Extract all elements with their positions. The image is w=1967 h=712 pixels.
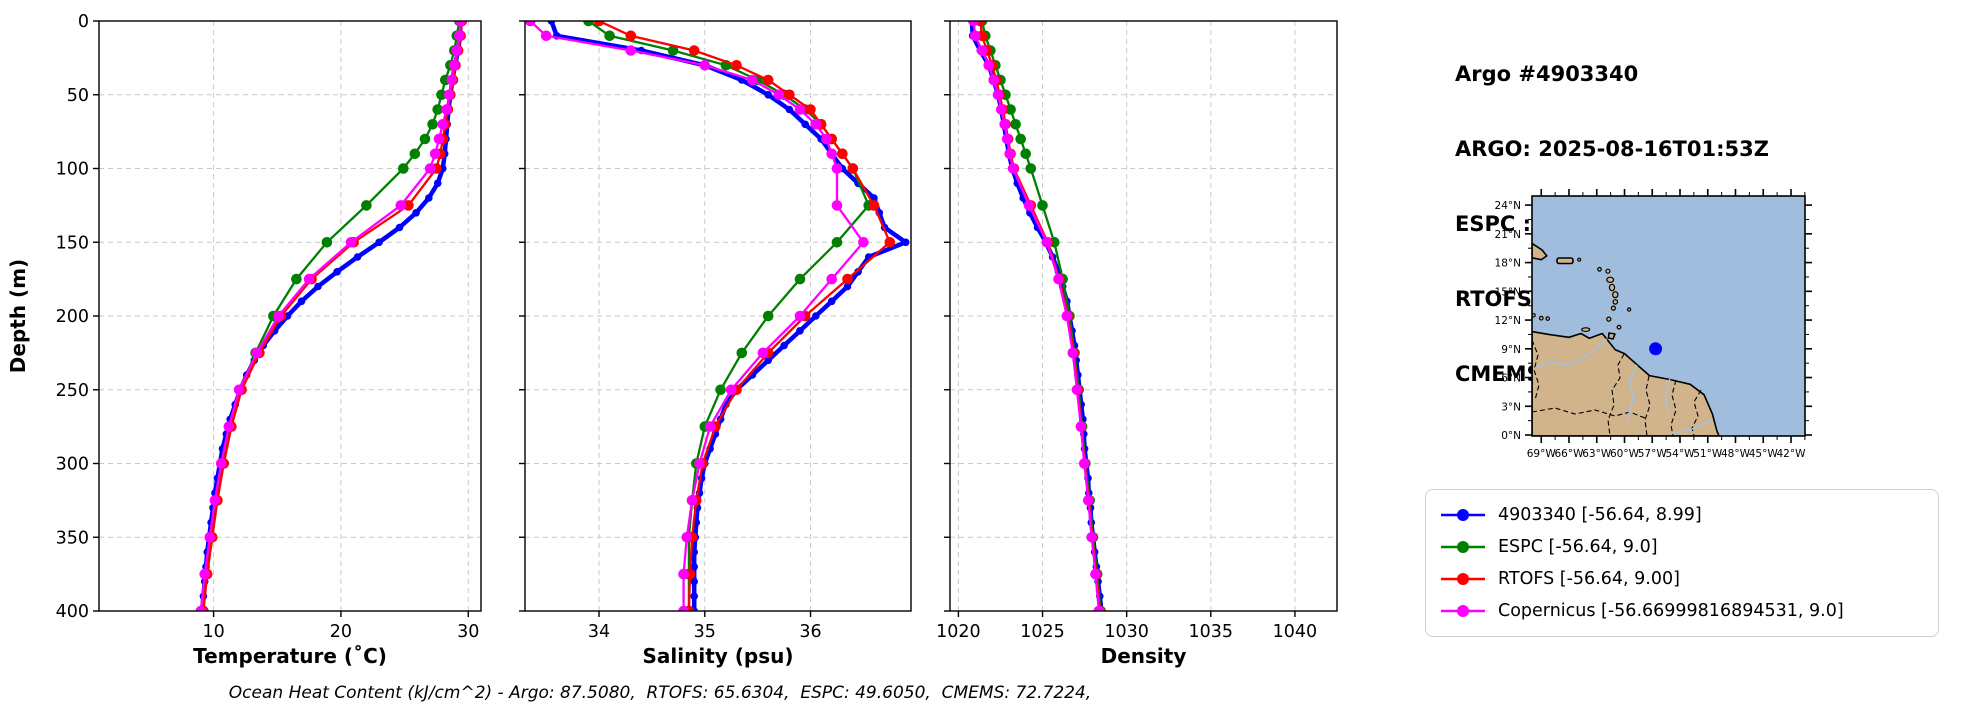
float-position-marker [1649, 342, 1663, 356]
map-lat-label: 3°N [1501, 401, 1521, 413]
tick-labels: 34 35 36 [588, 622, 822, 642]
temperature-plot: 10 20 30050100150200250300350400Temperatur… [56, 12, 482, 668]
axis-ticks [519, 20, 812, 617]
svg-text:400: 400 [56, 602, 89, 622]
series-lines [968, 21, 1106, 611]
series-lines [525, 21, 910, 611]
depth-axis-label: Depth (m) [6, 258, 30, 374]
legend-line-marker-icon [1441, 541, 1485, 553]
map-lon-label: 45°W [1749, 448, 1779, 460]
puerto-rico-island [1556, 257, 1574, 265]
map-lon-label: 66°W [1555, 448, 1585, 460]
map-lat-label: 21°N [1495, 229, 1521, 241]
svg-text:50: 50 [67, 86, 89, 106]
legend-label: RTOFS [-56.64, 9.00] [1498, 569, 1680, 589]
map-lon-label: 48°W [1721, 448, 1751, 460]
map-lon-label: 57°W [1638, 448, 1668, 460]
map-landmass [1532, 242, 1720, 436]
map-lon-label: 60°W [1610, 448, 1640, 460]
map-lon-label: 54°W [1666, 448, 1696, 460]
map-tick-labels: 24°N 21°N 18°N 15°N 12°N 9°N 6°N 3°N 0°N 69°W66°W… [1495, 200, 1807, 460]
svg-text:20: 20 [330, 622, 352, 642]
map-lat-label: 0°N [1501, 430, 1521, 442]
gridlines [99, 21, 481, 611]
svg-text:34: 34 [588, 622, 610, 642]
ocean-heat-content-caption: Ocean Heat Content (kJ/cm^2) - Argo: 87.… [228, 683, 1092, 703]
svg-text:1025: 1025 [1020, 622, 1065, 642]
map-lat-label: 12°N [1495, 315, 1521, 327]
svg-text:35: 35 [694, 622, 716, 642]
legend-item-4903340: 4903340 [-56.64, 8.99] [1440, 499, 1924, 531]
legend-label: Copernicus [-56.66999816894531, 9.0] [1498, 601, 1844, 621]
legend-line-marker-icon [1441, 605, 1485, 617]
hispaniola-island [1532, 242, 1548, 261]
legend-label: ESPC [-56.64, 9.0] [1498, 537, 1658, 557]
map-lat-label: 18°N [1495, 258, 1521, 270]
svg-text:1030: 1030 [1104, 622, 1149, 642]
svg-text:200: 200 [56, 307, 89, 327]
svg-text:30: 30 [457, 622, 479, 642]
x-axis-label: Temperature (˚C) [193, 644, 387, 668]
series-lines [195, 21, 468, 611]
legend-item-rtofs: RTOFS [-56.64, 9.00] [1440, 563, 1924, 595]
location-map: 24°N 21°N 18°N 15°N 12°N 9°N 6°N 3°N 0°N 69°W 66°W… [1480, 150, 1840, 476]
map-lat-label: 9°N [1501, 344, 1521, 356]
svg-text:1020: 1020 [936, 622, 981, 642]
profile-plots-canvas: 10 20 30050100150200250300350400Temperatur… [56, 12, 1338, 668]
legend: 4903340 [-56.64, 8.99] ESPC [-56.64, 9.0]… [1425, 489, 1939, 637]
tick-labels: 1020 1025 1030 1035 1040 [936, 622, 1317, 642]
copernicus-markers [968, 21, 1105, 611]
svg-text:36: 36 [799, 622, 821, 642]
map-lat-label: 6°N [1501, 373, 1521, 385]
density-plot: 1020 1025 1030 1035 1040 Density [936, 20, 1338, 668]
copernicus-markers [195, 21, 466, 611]
copernicus-markers [525, 21, 869, 611]
map-lon-label: 51°W [1693, 448, 1723, 460]
svg-text:250: 250 [56, 381, 89, 401]
axis-ticks [944, 20, 1296, 617]
map-lat-label: 24°N [1495, 200, 1521, 212]
svg-text:100: 100 [56, 160, 89, 180]
map-lon-label: 42°W [1777, 448, 1807, 460]
map-lon-label: 63°W [1582, 448, 1612, 460]
legend-label: 4903340 [-56.64, 8.99] [1498, 505, 1702, 525]
x-axis-label: Salinity (psu) [642, 644, 793, 668]
south-america-coast [1532, 330, 1720, 436]
svg-text:10: 10 [202, 622, 224, 642]
trinidad-island [1607, 332, 1616, 340]
legend-line-marker-icon [1441, 509, 1485, 521]
salinity-plot: 34 35 36 Salinity (psu) [519, 20, 912, 668]
svg-text:350: 350 [56, 528, 89, 548]
axis-ticks [93, 20, 469, 617]
map-lon-label: 69°W [1527, 448, 1557, 460]
map-ticks [1525, 189, 1812, 443]
legend-line-marker-icon [1441, 573, 1485, 585]
title-line-argo-time: ARGO: 2025-08-16T01:53Z [1455, 137, 1769, 161]
legend-item-copernicus: Copernicus [-56.66999816894531, 9.0] [1440, 595, 1924, 627]
svg-text:150: 150 [56, 233, 89, 253]
lesser-antilles-islands [1532, 257, 1632, 333]
svg-text:300: 300 [56, 455, 89, 475]
svg-text:1035: 1035 [1189, 622, 1234, 642]
svg-text:1040: 1040 [1273, 622, 1318, 642]
map-rivers [1534, 338, 1713, 435]
svg-text:0: 0 [78, 12, 89, 32]
map-country-borders [1532, 339, 1702, 436]
x-axis-label: Density [1101, 644, 1187, 668]
map-frame [1531, 195, 1806, 437]
map-lat-label: 15°N [1495, 286, 1521, 298]
title-line-float-id: Argo #4903340 [1455, 62, 1639, 86]
legend-item-espc: ESPC [-56.64, 9.0] [1440, 531, 1924, 563]
